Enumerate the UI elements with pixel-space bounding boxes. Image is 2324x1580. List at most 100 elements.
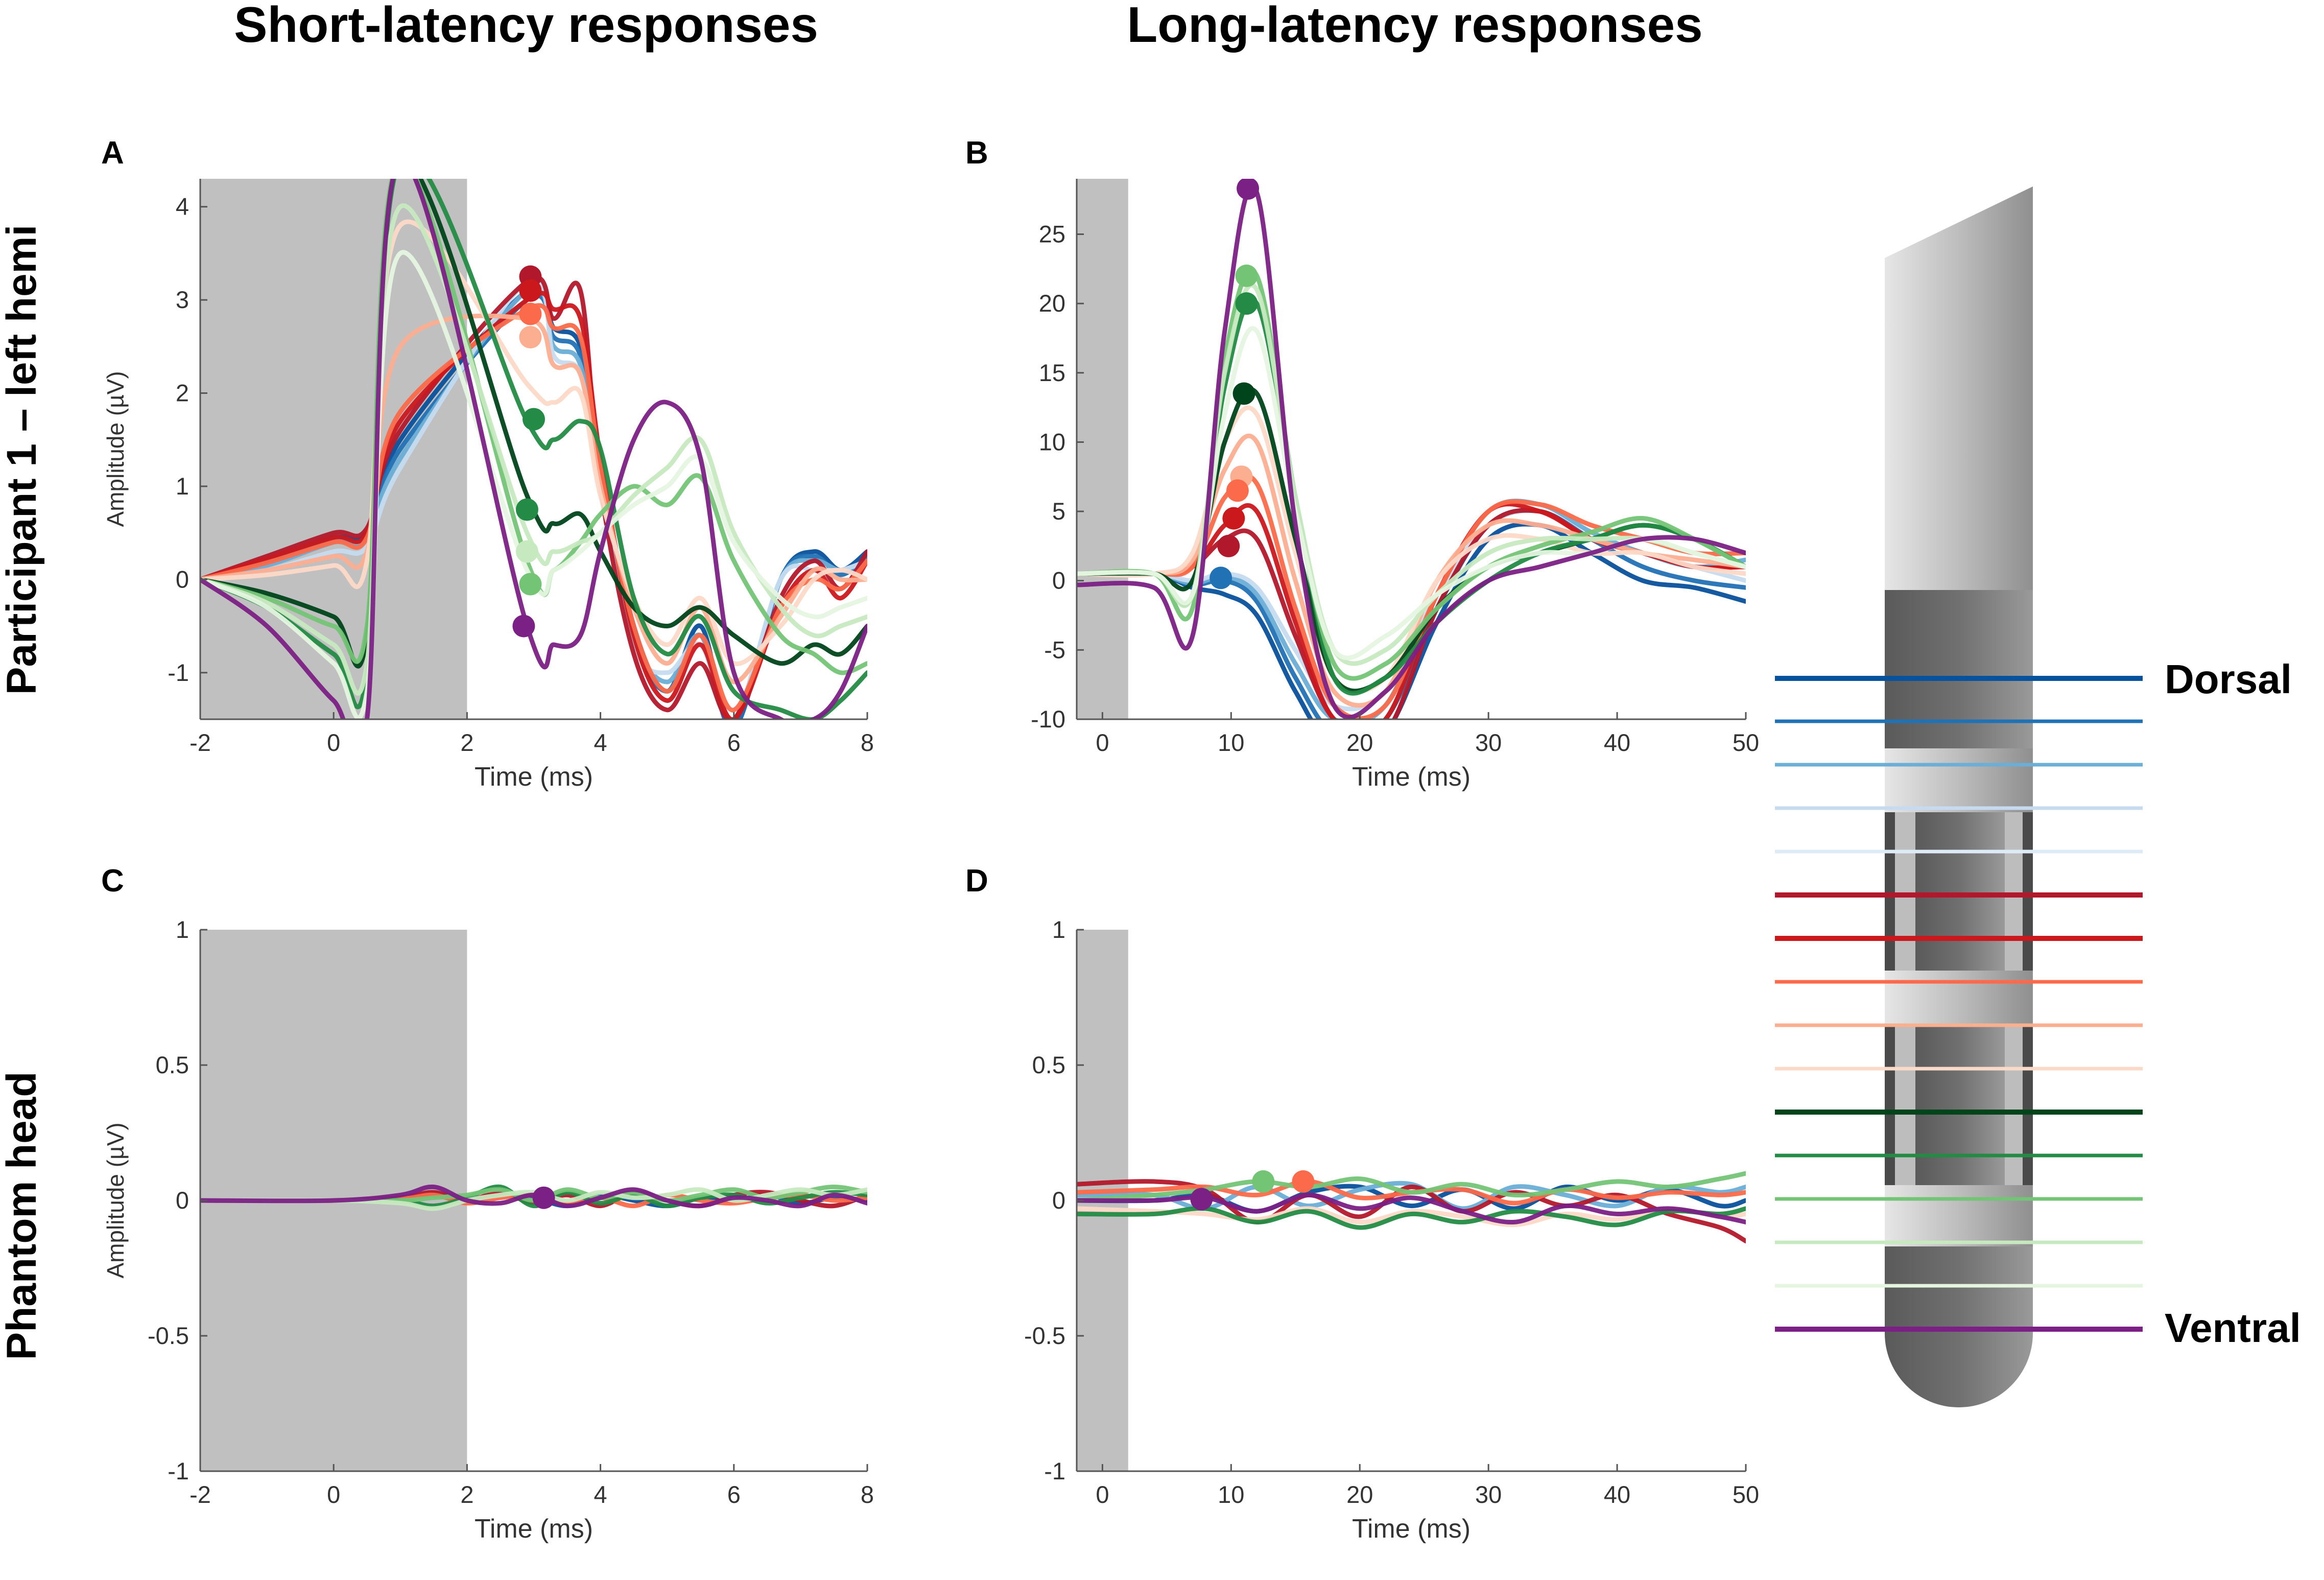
y-tick-label: 15 [1039,359,1065,386]
row-title-participant: Participant 1 – left hemi [0,225,45,695]
x-tick-label: 30 [1475,729,1502,756]
peak-marker-6 [515,498,538,521]
x-tick-label: 40 [1604,729,1630,756]
peak-marker-8 [519,573,542,596]
x-tick-label: 4 [594,1481,607,1508]
peak-marker-3 [1235,292,1258,315]
x-tick-label: 20 [1346,1481,1373,1508]
traces [200,179,867,719]
electrode-schematic: Dorsal Ventral [1775,186,2301,1407]
peak-marker-4 [1232,382,1255,405]
peak-marker-7 [515,540,538,563]
x-tick-label: 8 [861,1481,874,1508]
peak-marker-1 [532,1186,555,1209]
series-line-1 [1077,522,1746,719]
stimulus-shade [200,179,467,719]
y-tick-label: -10 [1031,705,1065,733]
peak-marker-7 [1222,507,1245,530]
peak-marker-6 [1226,479,1249,502]
y-tick-label: 5 [1052,498,1065,525]
series-line-10 [200,179,867,669]
y-tick-label: 0.5 [1032,1051,1065,1078]
y-tick-label: 1 [176,473,189,500]
x-tick-label: 6 [727,1481,741,1508]
y-tick-label: 0.5 [156,1051,189,1078]
peak-marker-2 [1252,1170,1275,1193]
peak-marker-4 [519,326,542,349]
peak-marker-9 [512,615,535,638]
row-title-phantom: Phantom head [0,1072,45,1360]
series-line-7 [200,1184,867,1209]
electrode-segment-2-right [2023,1027,2033,1185]
y-axis-label: Amplitude (µV) [102,1122,129,1278]
y-axis-label: Amplitude (µV) [102,371,129,527]
electrode-segment-2-left [1885,1027,1895,1185]
y-tick-label: 25 [1039,221,1065,248]
x-axis-label: Time (ms) [1352,1514,1471,1544]
x-tick-label: 0 [327,1481,340,1508]
x-tick-label: 0 [1096,1481,1109,1508]
x-tick-label: 50 [1733,1481,1759,1508]
y-tick-label: -1 [168,659,189,686]
y-tick-label: 0 [176,565,189,593]
x-axis-label: Time (ms) [475,762,593,792]
column-title-short-latency: Short-latency responses [234,0,818,53]
electrode-segment-2-front [1915,1027,2005,1185]
series-line-9 [200,219,867,667]
x-tick-label: -2 [189,729,211,756]
peak-marker-3 [519,302,542,325]
y-tick-label: 1 [1052,916,1065,943]
peak-marker-3 [1292,1170,1315,1193]
y-tick-label: -0.5 [1024,1322,1065,1349]
traces [1077,1170,1746,1243]
y-tick-label: -5 [1044,636,1065,663]
series-line-5 [200,1185,867,1203]
peak-marker-9 [1210,567,1232,589]
x-tick-label: 4 [594,729,607,756]
panel-letter-b: B [965,135,988,171]
panel-a: -2 0 2 4 6 8 4 3 2 1 0 -1 Time (ms) Amplitude (µV) [102,179,874,792]
y-tick-label: 1 [176,916,189,943]
x-tick-label: 8 [861,729,874,756]
electrode-lead-top [1885,186,2033,593]
panel-c: -2 0 2 4 6 8 1 0.5 0 -0.5 -1 Time (ms) Amplitude (µV… [102,916,874,1544]
peak-marker-1 [1190,1188,1213,1211]
x-axis-label: Time (ms) [475,1514,593,1544]
x-tick-label: 10 [1218,729,1244,756]
contact-lines [1775,676,2143,1332]
peak-marker-2 [1235,264,1258,287]
series-line-14 [200,250,867,719]
peak-marker-5 [523,408,545,431]
electrode-segment-1-front [1915,812,2005,971]
y-tick-label: 0 [176,1187,189,1214]
panel-d: 0 10 20 30 40 50 1 0.5 0 -0.5 -1 Time (ms) [1024,916,1759,1544]
y-tick-label: -1 [1044,1457,1065,1484]
x-tick-label: 0 [1096,729,1109,756]
y-tick-label: 0 [1052,1187,1065,1214]
x-tick-label: 50 [1733,729,1759,756]
x-tick-label: 2 [460,729,473,756]
y-tick-label: -0.5 [148,1322,189,1349]
x-tick-label: 6 [727,729,741,756]
peak-marker-8 [1217,534,1240,557]
peak-marker-2 [519,279,542,302]
y-tick-label: -1 [168,1457,189,1484]
panel-letter-c: C [101,863,124,899]
traces [200,1184,867,1211]
column-title-long-latency: Long-latency responses [1127,0,1702,53]
panel-letter-d: D [965,863,988,899]
panel-letter-a: A [101,135,124,171]
x-tick-label: 0 [327,729,340,756]
x-tick-label: 30 [1475,1481,1502,1508]
series-line-15 [1077,184,1746,719]
y-tick-label: 3 [176,286,189,313]
peak-marker-1 [1237,179,1260,200]
electrode-segment-1-left [1885,812,1895,971]
y-tick-label: 2 [176,380,189,407]
y-tick-label: 10 [1039,428,1065,455]
series-line-15 [200,179,867,719]
x-axis-label: Time (ms) [1352,762,1471,792]
y-tick-label: 20 [1039,290,1065,317]
